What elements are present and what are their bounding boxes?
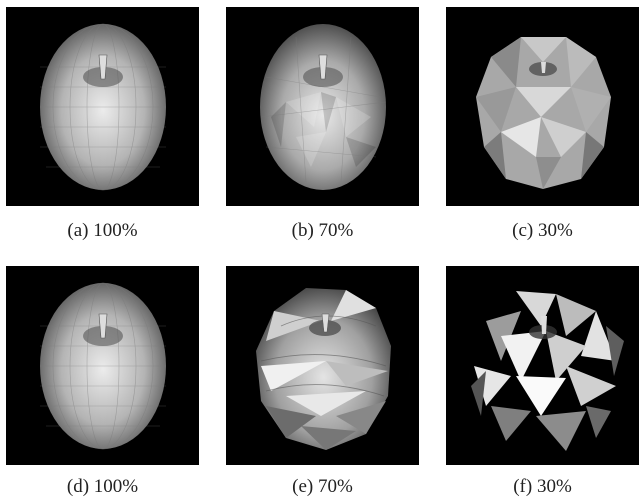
caption-d: (d) 100% xyxy=(66,476,139,497)
caption-c: (c) 30% xyxy=(512,220,573,241)
caption-a: (a) 100% xyxy=(67,220,138,241)
caption-b: (b) 70% xyxy=(291,220,354,241)
panel-c-image xyxy=(446,7,639,206)
panel-b-image xyxy=(226,7,419,206)
panel-f-image xyxy=(446,266,639,465)
caption-e: (e) 70% xyxy=(292,476,353,497)
panel-a-image xyxy=(6,7,199,206)
panel-d-image xyxy=(6,266,199,465)
caption-f: (f) 30% xyxy=(513,476,572,497)
panel-e-image xyxy=(226,266,419,465)
